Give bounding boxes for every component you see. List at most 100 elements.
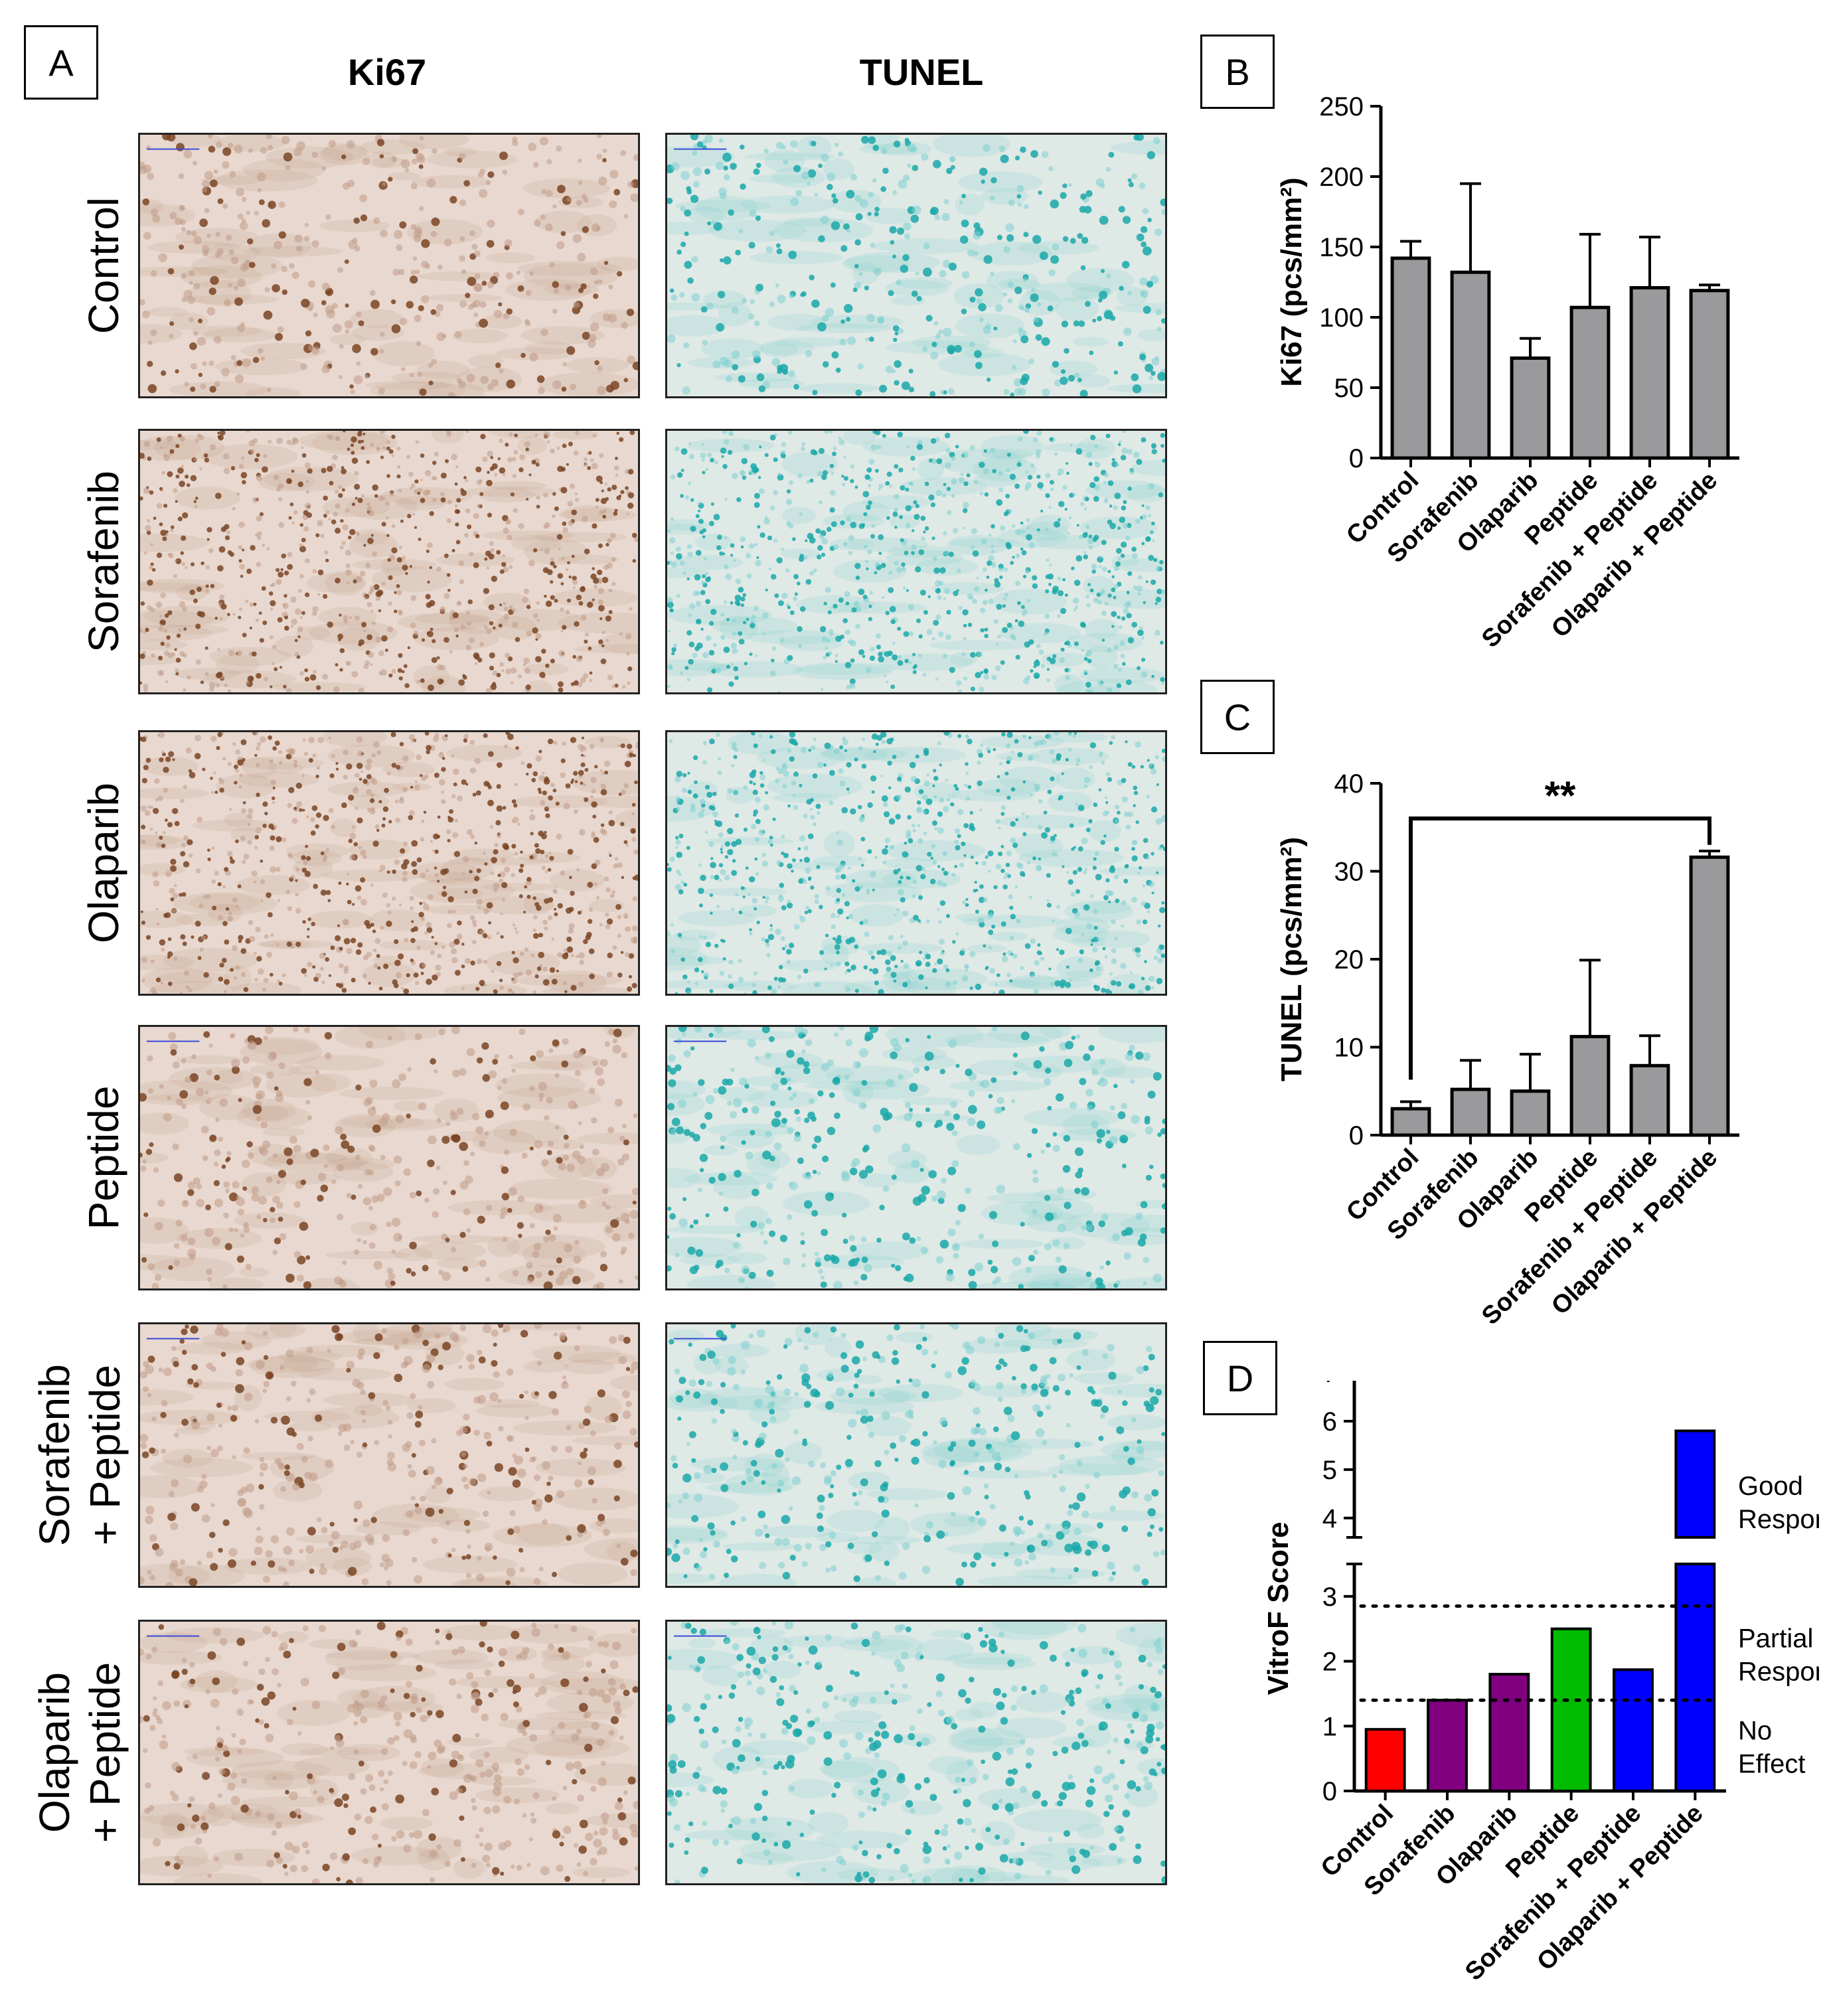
- cell-nucleus: [868, 501, 872, 505]
- cell-nucleus: [799, 858, 803, 862]
- cell-nucleus: [912, 670, 917, 674]
- cell-nucleus: [599, 453, 604, 458]
- cell-nucleus: [1147, 151, 1156, 159]
- cell-nucleus: [433, 833, 439, 840]
- cell-nucleus: [237, 759, 244, 766]
- stroma-streak: [522, 680, 554, 692]
- cell-nucleus: [573, 771, 578, 776]
- stroma-streak: [413, 1241, 487, 1260]
- cell-nucleus: [584, 797, 589, 803]
- cell-nucleus: [825, 587, 831, 593]
- cell-nucleus: [1121, 616, 1126, 621]
- cell-nucleus: [957, 834, 961, 838]
- cell-nucleus: [698, 518, 704, 524]
- cell-nucleus: [282, 603, 285, 607]
- cell-nucleus: [499, 569, 505, 574]
- cell-nucleus: [1065, 927, 1072, 935]
- cell-nucleus: [143, 487, 150, 494]
- cell-nucleus: [594, 859, 601, 866]
- cell-nucleus: [410, 927, 416, 933]
- cell-nucleus: [686, 990, 692, 994]
- stroma-streak: [354, 529, 389, 546]
- cell-nucleus: [193, 282, 200, 289]
- stroma-streak: [797, 135, 832, 159]
- cell-nucleus: [896, 279, 902, 285]
- cell-nucleus: [469, 915, 475, 920]
- cell-nucleus: [596, 226, 601, 232]
- cell-nucleus: [605, 639, 609, 643]
- cell-nucleus: [1009, 473, 1016, 480]
- cell-nucleus: [228, 650, 235, 657]
- cell-nucleus: [611, 485, 617, 491]
- cell-nucleus: [568, 576, 572, 579]
- cell-nucleus: [843, 223, 850, 230]
- cell-nucleus: [278, 761, 283, 765]
- cell-nucleus: [481, 280, 487, 286]
- cell-nucleus: [686, 630, 692, 636]
- cell-nucleus: [487, 799, 494, 807]
- cell-nucleus: [809, 571, 815, 576]
- cell-nucleus: [793, 165, 801, 173]
- cell-nucleus: [857, 805, 862, 810]
- cell-nucleus: [718, 187, 727, 196]
- cell-nucleus: [714, 819, 717, 822]
- cell-nucleus: [536, 619, 540, 623]
- stroma-streak: [339, 1087, 444, 1101]
- cell-nucleus: [431, 657, 437, 663]
- cell-nucleus: [892, 754, 897, 759]
- cell-nucleus: [1064, 593, 1068, 597]
- cell-nucleus: [929, 391, 936, 396]
- cell-nucleus: [564, 990, 568, 994]
- cell-nucleus: [290, 596, 297, 603]
- cell-nucleus: [953, 590, 959, 596]
- cell-nucleus: [811, 299, 820, 308]
- cell-nucleus: [1104, 601, 1109, 606]
- cell-nucleus: [979, 491, 984, 495]
- cell-nucleus: [1092, 947, 1098, 953]
- cell-nucleus: [692, 167, 702, 176]
- cell-nucleus: [520, 352, 526, 358]
- stroma-streak: [772, 793, 840, 803]
- cell-nucleus: [193, 331, 199, 337]
- cell-nucleus: [678, 833, 684, 838]
- stroma-streak: [667, 605, 773, 625]
- cell-nucleus: [440, 492, 445, 497]
- cell-nucleus: [493, 849, 499, 855]
- cell-nucleus: [1131, 846, 1135, 851]
- cell-nucleus: [398, 611, 403, 616]
- stroma-streak: [140, 324, 183, 344]
- stroma-streak: [667, 947, 708, 972]
- cell-nucleus: [808, 878, 811, 881]
- cell-nucleus: [1126, 591, 1130, 595]
- cell-nucleus: [570, 890, 575, 896]
- cell-nucleus: [552, 380, 562, 390]
- cell-nucleus: [676, 472, 683, 478]
- cell-nucleus: [1135, 518, 1141, 524]
- cell-nucleus: [850, 173, 858, 181]
- cell-nucleus: [697, 509, 701, 512]
- cell-nucleus: [295, 907, 301, 914]
- stroma-streak: [782, 980, 875, 994]
- cell-nucleus: [293, 763, 297, 768]
- cell-nucleus: [844, 303, 853, 313]
- cell-nucleus: [525, 969, 532, 976]
- cell-nucleus: [426, 178, 436, 188]
- cell-nucleus: [1141, 901, 1146, 907]
- cell-nucleus: [183, 627, 187, 631]
- cell-nucleus: [217, 431, 220, 435]
- cell-nucleus: [441, 799, 446, 805]
- cell-nucleus: [592, 523, 597, 529]
- cell-nucleus: [680, 560, 685, 566]
- cell-nucleus: [200, 561, 204, 566]
- cell-nucleus: [769, 835, 773, 840]
- cell-nucleus: [522, 597, 528, 603]
- cell-nucleus: [449, 650, 453, 654]
- cell-nucleus: [560, 231, 566, 236]
- cell-nucleus: [1047, 789, 1052, 795]
- cell-nucleus: [617, 744, 621, 747]
- cell-nucleus: [1021, 529, 1026, 534]
- cell-nucleus: [759, 783, 765, 788]
- cell-nucleus: [677, 933, 682, 937]
- cell-nucleus: [754, 907, 757, 911]
- cell-nucleus: [545, 663, 550, 668]
